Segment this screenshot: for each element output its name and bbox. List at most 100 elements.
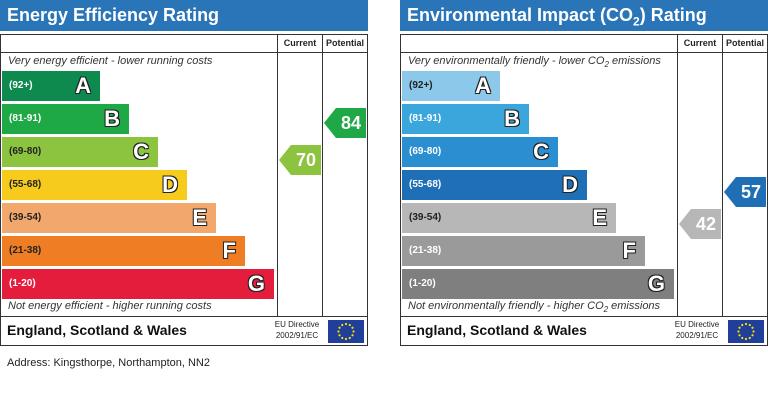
eu-flag-star	[348, 336, 351, 340]
rating-band-g: (1-20) G	[402, 269, 674, 299]
bottom-caption-prefix: Not environmentally friendly - higher CO	[408, 300, 604, 312]
band-letter-label: B	[504, 106, 520, 131]
eu-flag-star	[744, 322, 748, 326]
eu-directive-line1: EU Directive	[274, 320, 320, 329]
rating-band-c: (69-80) C	[402, 137, 558, 167]
eu-flag-star	[744, 337, 748, 341]
band-letter-label: G	[647, 271, 665, 296]
potential-column-divider	[322, 35, 323, 316]
region-label: England, Scotland & Wales	[7, 322, 187, 338]
energy-efficiency-title: Energy Efficiency Rating	[0, 0, 368, 31]
band-range-label: (1-20)	[9, 278, 36, 289]
eu-flag-star	[344, 337, 348, 341]
eu-flag-star	[352, 330, 355, 333]
band-letter-label: A	[475, 73, 491, 98]
band-range-label: (81-91)	[409, 113, 442, 124]
eu-directive-label: EU Directive 2002/91/EC	[269, 319, 325, 341]
eu-flag-star	[741, 323, 744, 327]
eu-flag-star	[341, 323, 344, 327]
rating-band-b: (81-91) B	[402, 104, 529, 134]
rating-band-g: (1-20) G	[2, 269, 274, 299]
band-range-label: (21-38)	[409, 245, 442, 256]
band-letter-label: A	[75, 73, 91, 98]
eu-flag-field	[328, 320, 364, 343]
band-letter-label: G	[247, 271, 265, 296]
band-letter-label: C	[533, 139, 549, 164]
rating-band-e: (39-54) E	[402, 203, 616, 233]
band-range-label: (21-38)	[9, 245, 42, 256]
band-range-label: (69-80)	[409, 146, 442, 157]
eu-directive-line1: EU Directive	[674, 320, 720, 329]
eu-flag-star	[738, 326, 741, 329]
current-column-header: Current	[683, 38, 717, 48]
band-letter-label: F	[622, 238, 636, 263]
header-divider	[1, 52, 367, 53]
footer-divider	[1, 316, 367, 317]
band-range-label: (1-20)	[409, 278, 436, 289]
header-divider	[401, 52, 767, 53]
current-rating-arrow: 70	[279, 145, 321, 175]
bottom-caption-suffix: emissions	[608, 300, 661, 312]
energy-efficiency-panel: Energy Efficiency Rating Current Potenti…	[0, 0, 368, 346]
top-caption-prefix: Very environmentally friendly - lower CO	[408, 55, 605, 67]
eu-flag-star	[337, 330, 340, 333]
region-label: England, Scotland & Wales	[407, 322, 587, 338]
eu-flag-star	[748, 323, 751, 327]
band-range-label: (92+)	[9, 80, 33, 91]
rating-band-b: (81-91) B	[2, 104, 129, 134]
rating-band-c: (69-80) C	[2, 137, 158, 167]
rating-band-f: (21-38) F	[2, 236, 245, 266]
top-caption-subscript: 2	[604, 60, 609, 70]
bottom-caption: Not energy efficient - higher running co…	[8, 300, 212, 312]
band-range-label: (69-80)	[9, 146, 42, 157]
band-letter-label: E	[192, 205, 207, 230]
potential-column-header: Potential	[325, 38, 364, 48]
band-letter-label: B	[104, 106, 120, 131]
energy-efficiency-frame: Current Potential Very energy efficient …	[0, 34, 368, 346]
eu-flag-star	[741, 336, 744, 340]
property-address: Address: Kingsthorpe, Northampton, NN2	[7, 357, 210, 369]
band-letter-label: D	[162, 172, 178, 197]
environmental-impact-panel: Environmental Impact (CO2) Rating Curren…	[400, 0, 768, 346]
eu-flag-star	[338, 334, 341, 337]
eu-flag-icon	[328, 320, 364, 343]
current-column-header: Current	[283, 38, 317, 48]
eu-directive-line2: 2002/91/EC	[275, 331, 319, 340]
rating-band-a: (92+) A	[402, 71, 500, 101]
potential-rating-arrow: 57	[724, 177, 766, 207]
rating-band-f: (21-38) F	[402, 236, 645, 266]
current-column-divider	[277, 35, 278, 316]
potential-column-divider	[722, 35, 723, 316]
band-range-label: (92+)	[409, 80, 433, 91]
eu-directive-label: EU Directive 2002/91/EC	[669, 319, 725, 341]
band-range-label: (55-68)	[9, 179, 42, 190]
band-range-label: (39-54)	[409, 212, 442, 223]
rating-band-d: (55-68) D	[402, 170, 587, 200]
band-letter-label: C	[133, 139, 149, 164]
band-letter-label: D	[562, 172, 578, 197]
top-caption: Very environmentally friendly - lower CO…	[408, 55, 661, 69]
top-caption-suffix: emissions	[608, 55, 661, 67]
band-range-label: (39-54)	[9, 212, 42, 223]
title-prefix: Environmental Impact (CO	[407, 5, 634, 25]
eu-flag-star	[351, 326, 354, 329]
eu-flag-star	[751, 326, 754, 329]
bottom-caption: Not environmentally friendly - higher CO…	[408, 300, 660, 314]
potential-rating-arrow: 84	[324, 108, 366, 138]
eu-flag-star	[751, 334, 754, 337]
band-range-label: (81-91)	[9, 113, 42, 124]
eu-flag-field	[728, 320, 764, 343]
band-letter-label: E	[592, 205, 607, 230]
eu-flag-star	[737, 330, 740, 333]
band-range-label: (55-68)	[409, 179, 442, 190]
top-caption: Very energy efficient - lower running co…	[8, 55, 213, 67]
eu-flag-star	[748, 336, 751, 340]
environmental-impact-title: Environmental Impact (CO2) Rating	[400, 0, 768, 31]
eu-flag-star	[338, 326, 341, 329]
current-column-divider	[677, 35, 678, 316]
environmental-impact-frame: Current Potential Very environmentally f…	[400, 34, 768, 346]
potential-column-header: Potential	[725, 38, 764, 48]
band-letter-label: F	[222, 238, 236, 263]
eu-directive-line2: 2002/91/EC	[675, 331, 719, 340]
title-suffix: ) Rating	[639, 5, 707, 25]
